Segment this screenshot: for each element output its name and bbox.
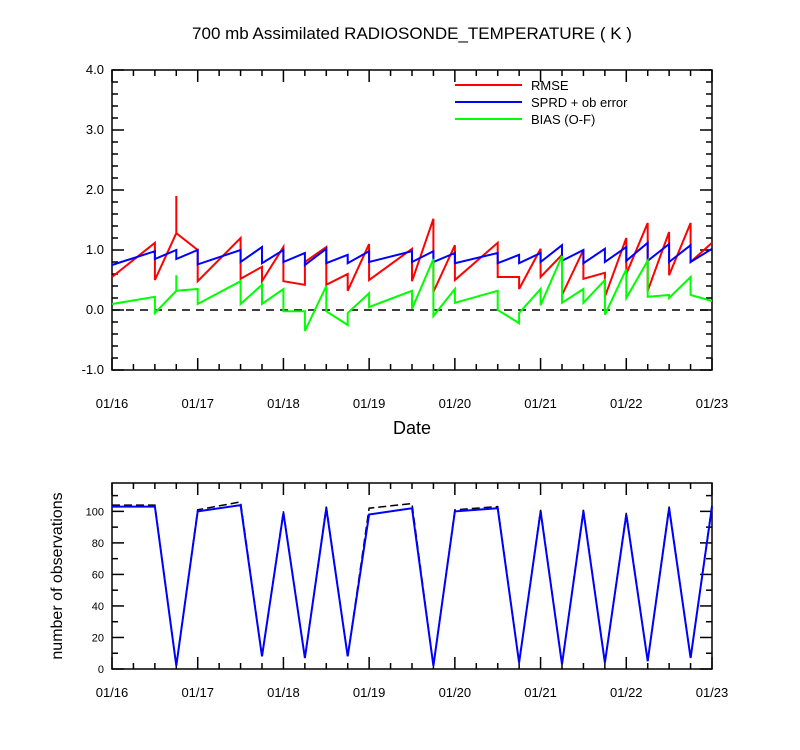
y-tick-label: 100 bbox=[86, 506, 104, 518]
series-line bbox=[111, 240, 713, 268]
y-tick-label: 1.0 bbox=[86, 242, 104, 257]
y-tick-label: 40 bbox=[92, 601, 104, 613]
bottom-chart: 01/16 01/17 01/18 01/19 01/20 01/21 01/22 01/23… bbox=[86, 482, 729, 700]
legend-entry: SPRD + ob error bbox=[531, 95, 628, 110]
x-tick-label: 01/21 bbox=[524, 396, 557, 411]
x-tick-label: 01/21 bbox=[524, 685, 557, 700]
top-x-axis-label: Date bbox=[393, 418, 431, 438]
y-tick-label: 4.0 bbox=[86, 62, 104, 77]
legend-entry: BIAS (O-F) bbox=[531, 112, 595, 127]
y-tick-label: 0 bbox=[98, 664, 104, 676]
x-tick-label: 01/20 bbox=[439, 685, 472, 700]
y-tick-label: 2.0 bbox=[86, 182, 104, 197]
x-tick-label: 01/17 bbox=[181, 396, 214, 411]
top-legend: RMSE SPRD + ob error BIAS (O-F) bbox=[455, 78, 628, 127]
x-tick-label: 01/18 bbox=[267, 396, 300, 411]
top-plot-frame bbox=[111, 69, 713, 371]
legend-entry: RMSE bbox=[531, 78, 569, 93]
x-tick-label: 01/19 bbox=[353, 685, 386, 700]
y-tick-label: -1.0 bbox=[82, 362, 104, 377]
x-tick-label: 01/16 bbox=[96, 685, 129, 700]
y-tick-label: 80 bbox=[92, 538, 104, 550]
x-tick-label: 01/18 bbox=[267, 685, 300, 700]
x-tick-label: 01/20 bbox=[439, 396, 472, 411]
x-tick-label: 01/17 bbox=[181, 685, 214, 700]
x-tick-label: 01/23 bbox=[696, 396, 729, 411]
x-tick-label: 01/22 bbox=[610, 396, 643, 411]
series-line bbox=[112, 503, 713, 666]
y-tick-label: 3.0 bbox=[86, 122, 104, 137]
x-tick-label: 01/16 bbox=[96, 396, 129, 411]
x-tick-label: 01/19 bbox=[353, 396, 386, 411]
x-tick-label: 01/22 bbox=[610, 685, 643, 700]
series-line bbox=[111, 255, 713, 332]
x-tick-label: 01/23 bbox=[696, 685, 729, 700]
y-tick-label: 20 bbox=[92, 632, 104, 644]
top-chart-title: 700 mb Assimilated RADIOSONDE_TEMPERATUR… bbox=[192, 24, 632, 43]
series-line bbox=[111, 196, 713, 298]
bottom-y-axis-label: number of observations bbox=[49, 492, 66, 659]
series-line bbox=[112, 501, 713, 666]
y-tick-label: 0.0 bbox=[86, 302, 104, 317]
y-tick-label: 60 bbox=[92, 569, 104, 581]
top-chart: 01/16 01/17 01/18 01/19 01/20 01/21 01/22 01/23… bbox=[82, 62, 729, 411]
